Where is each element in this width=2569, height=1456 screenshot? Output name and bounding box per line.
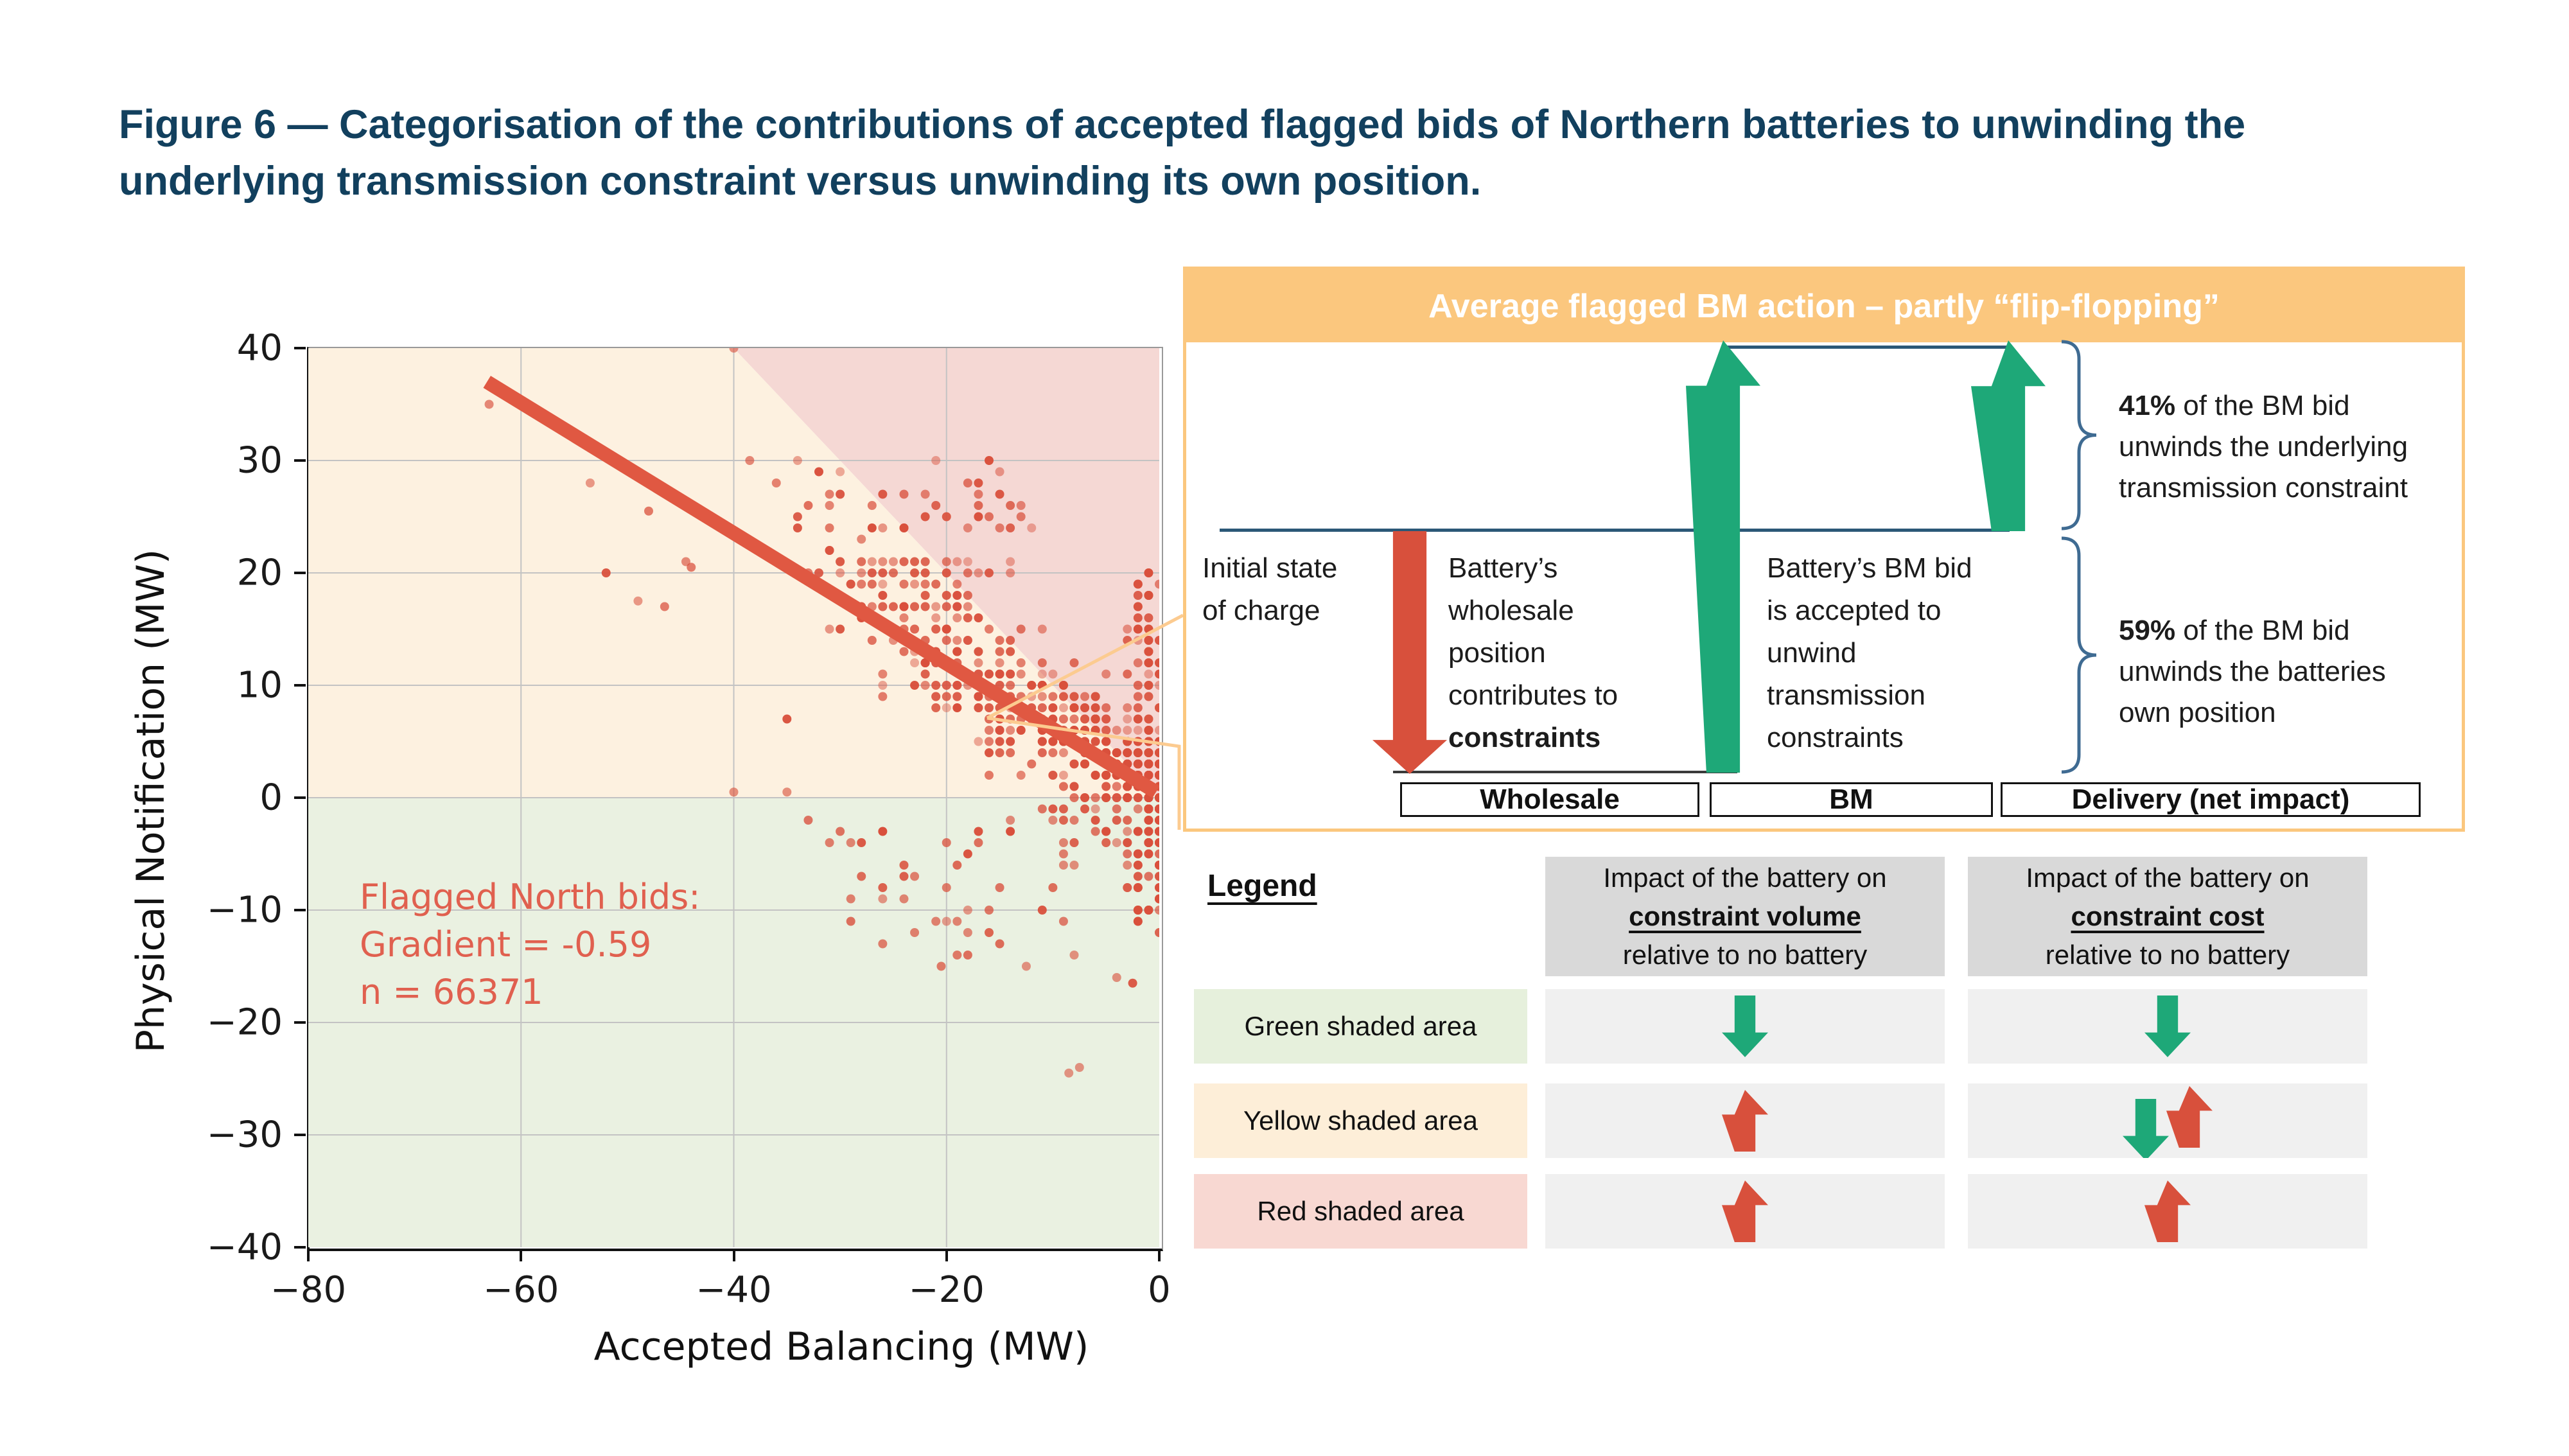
label-line: Battery’s bbox=[1448, 552, 1558, 584]
label-line: own position bbox=[2119, 697, 2276, 728]
label-line: transmission constraint bbox=[2119, 472, 2408, 504]
green-down-arrow-icon bbox=[2144, 996, 2191, 1057]
x-tick-label: −80 bbox=[270, 1269, 347, 1311]
wholesale-position-label: Battery’s wholesale position contributes… bbox=[1448, 547, 1618, 759]
figure-title: Figure 6 — Categorisation of the contrib… bbox=[119, 102, 2246, 204]
header-line: relative to no battery bbox=[1622, 940, 1868, 970]
label-line: 41% of the BM bid bbox=[2119, 385, 2453, 426]
y-tick-mark bbox=[294, 1246, 306, 1249]
label-line: position bbox=[1448, 637, 1546, 669]
label-line: is accepted to bbox=[1767, 595, 1942, 626]
label-line: Initial state bbox=[1202, 552, 1338, 584]
y-tick-label: 0 bbox=[259, 776, 283, 819]
pct59-value: 59% bbox=[2119, 615, 2176, 646]
braces bbox=[2061, 340, 2097, 774]
panel-header: Average flagged BM action – partly “flip… bbox=[1186, 270, 2462, 342]
scatter-plot bbox=[308, 348, 1159, 1247]
y-tick-mark bbox=[294, 909, 306, 911]
column-box-wholesale: Wholesale bbox=[1400, 782, 1699, 817]
pct59-label: 59% of the BM bid unwinds the batteries … bbox=[2119, 610, 2453, 733]
legend-cell-red-volume bbox=[1545, 1174, 1945, 1249]
label-line: unwinds the underlying bbox=[2119, 431, 2408, 462]
annotation-line: Flagged North bids: bbox=[360, 877, 701, 917]
label-line: of charge bbox=[1202, 595, 1320, 626]
legend-cell-green-volume bbox=[1545, 989, 1945, 1064]
green-down-arrow-icon bbox=[1722, 996, 1768, 1057]
label-line: constraints bbox=[1767, 722, 1904, 753]
y-tick-label: 40 bbox=[236, 327, 283, 369]
header-line-bold: constraint cost bbox=[2071, 901, 2265, 931]
y-tick-mark bbox=[294, 347, 306, 349]
header-line: Impact of the battery on bbox=[1603, 863, 1887, 893]
y-tick-mark bbox=[294, 572, 306, 574]
y-tick-mark bbox=[294, 1134, 306, 1136]
arrow-top-connector bbox=[1723, 346, 2008, 349]
header-line-bold: constraint volume bbox=[1629, 901, 1861, 931]
y-axis-title: Physical Notification (MW) bbox=[128, 548, 173, 1053]
legend-row-label-red: Red shaded area bbox=[1194, 1174, 1527, 1249]
x-tick-mark bbox=[732, 1250, 735, 1261]
y-tick-label: 30 bbox=[236, 439, 283, 482]
header-line: Impact of the battery on bbox=[2026, 863, 2310, 893]
x-tick-label: −20 bbox=[908, 1269, 985, 1311]
red-up-arrow-icon bbox=[1722, 1090, 1768, 1152]
legend-row-label-yellow: Yellow shaded area bbox=[1194, 1083, 1527, 1158]
red-up-arrow-icon bbox=[2166, 1086, 2213, 1148]
initial-soc-baseline bbox=[1220, 529, 2010, 532]
y-tick-mark bbox=[294, 796, 306, 799]
x-tick-label: 0 bbox=[1148, 1269, 1171, 1311]
bm-bid-label: Battery’s BM bid is accepted to unwind t… bbox=[1767, 547, 1972, 759]
annotation-line: Gradient = -0.59 bbox=[360, 924, 652, 965]
label-line-bold: constraints bbox=[1448, 722, 1601, 753]
y-tick-mark bbox=[294, 684, 306, 687]
x-tick-label: −60 bbox=[483, 1269, 559, 1311]
arrow-bottom-line bbox=[1393, 771, 1737, 773]
y-tick-label: −30 bbox=[206, 1114, 283, 1156]
header-line: relative to no battery bbox=[2045, 940, 2290, 970]
x-tick-mark bbox=[1158, 1250, 1161, 1261]
x-tick-mark bbox=[945, 1250, 948, 1261]
red-up-arrow-icon bbox=[1722, 1180, 1768, 1242]
x-tick-label: −40 bbox=[696, 1269, 772, 1311]
label-line: of the BM bid bbox=[2175, 390, 2350, 421]
pct41-label: 41% of the BM bid unwinds the underlying… bbox=[2119, 385, 2453, 509]
legend-cell-yellow-volume bbox=[1545, 1083, 1945, 1158]
y-tick-label: −20 bbox=[206, 1001, 283, 1044]
x-tick-mark bbox=[520, 1250, 523, 1261]
label-line: Battery’s BM bid bbox=[1767, 552, 1972, 584]
x-tick-mark bbox=[307, 1250, 310, 1261]
column-box-delivery: Delivery (net impact) bbox=[2001, 782, 2421, 817]
label-line: unwind bbox=[1767, 637, 1857, 669]
y-tick-label: −10 bbox=[206, 889, 283, 931]
pct41-value: 41% bbox=[2119, 390, 2176, 421]
initial-state-label: Initial state of charge bbox=[1202, 547, 1337, 632]
label-line: 59% of the BM bid bbox=[2119, 610, 2453, 651]
label-line: contributes to bbox=[1448, 680, 1618, 711]
bm-action-panel: Average flagged BM action – partly “flip… bbox=[1183, 267, 2465, 832]
y-tick-label: 20 bbox=[236, 552, 283, 594]
y-tick-mark bbox=[294, 459, 306, 462]
scatter-plot-canvas bbox=[308, 348, 1159, 1247]
y-tick-label: 10 bbox=[236, 664, 283, 706]
x-axis-title: Accepted Balancing (MW) bbox=[593, 1324, 1089, 1369]
legend-cell-red-cost bbox=[1968, 1174, 2367, 1249]
label-line: of the BM bid bbox=[2175, 615, 2350, 646]
label-line: unwinds the batteries bbox=[2119, 656, 2386, 687]
y-tick-label: −40 bbox=[206, 1226, 283, 1268]
legend-cell-green-cost bbox=[1968, 989, 2367, 1064]
column-box-bm: BM bbox=[1710, 782, 1993, 817]
label-line: wholesale bbox=[1448, 595, 1574, 626]
label-line: transmission bbox=[1767, 680, 1925, 711]
legend-row-label-green: Green shaded area bbox=[1194, 989, 1527, 1064]
red-up-arrow-icon bbox=[2144, 1180, 2191, 1242]
legend-cell-yellow-cost bbox=[1968, 1083, 2367, 1158]
y-tick-mark bbox=[294, 1021, 306, 1024]
plot-annotation: Flagged North bids: Gradient = -0.59 n =… bbox=[360, 873, 700, 1016]
legend-header-constraint-cost: Impact of the battery on constraint cost… bbox=[1968, 857, 2367, 976]
annotation-line: n = 66371 bbox=[360, 972, 543, 1012]
legend-header-constraint-volume: Impact of the battery on constraint volu… bbox=[1545, 857, 1945, 976]
legend-title: Legend bbox=[1207, 869, 1317, 903]
green-down-arrow-icon bbox=[2123, 1099, 2169, 1158]
